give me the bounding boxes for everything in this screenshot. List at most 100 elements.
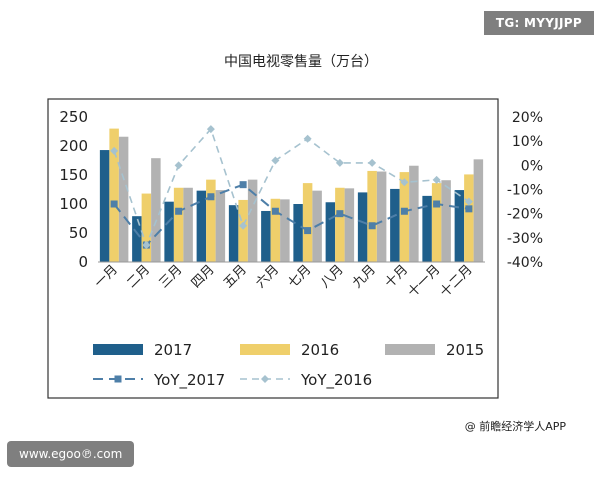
bar-2015-8 — [344, 188, 355, 262]
bar-2016-6 — [270, 198, 281, 262]
watermark-top-badge: TG: MYYJJPP — [483, 11, 594, 35]
legend-label-YoY_2017: YoY_2017 — [153, 371, 225, 390]
point-YoY_2016-6 — [271, 156, 280, 165]
point-YoY_2017-11 — [433, 200, 441, 208]
left-tick-label: 50 — [69, 224, 88, 242]
legend-marker-YoY_2016 — [261, 375, 269, 383]
point-YoY_2017-12 — [465, 205, 473, 213]
x-tick-label: 十二月 — [438, 262, 476, 300]
line-series — [110, 125, 473, 250]
point-YoY_2016-12 — [464, 197, 473, 206]
point-YoY_2017-6 — [271, 207, 279, 215]
bar-2015-5 — [247, 179, 258, 262]
source-credit: @ 前瞻经济学人APP — [464, 420, 566, 433]
point-YoY_2017-4 — [207, 193, 215, 201]
bar-2017-8 — [325, 202, 336, 262]
x-tick-label: 六月 — [253, 262, 282, 291]
bar-2016-5 — [238, 199, 248, 262]
bar-2017-10 — [390, 188, 400, 262]
legend-label-2016: 2016 — [301, 341, 339, 359]
bar-2017-3 — [164, 201, 174, 262]
bar-2016-2 — [141, 193, 152, 262]
x-tick-label: 三月 — [156, 262, 185, 291]
point-YoY_2017-1 — [110, 200, 118, 208]
line-YoY_2017 — [113, 183, 470, 247]
x-tick-label: 十一月 — [405, 262, 443, 300]
legend-swatch-2017 — [93, 344, 143, 355]
legend-marker-YoY_2017 — [114, 375, 122, 383]
point-YoY_2017-8 — [336, 210, 344, 218]
x-tick-label: 四月 — [189, 262, 218, 291]
point-YoY_2016-11 — [432, 175, 441, 184]
point-YoY_2016-3 — [174, 161, 183, 170]
x-tick-label: 九月 — [350, 262, 379, 291]
legend-label-2017: 2017 — [154, 341, 192, 359]
legend-swatch-2015 — [385, 344, 435, 355]
point-YoY_2016-4 — [206, 125, 215, 134]
left-tick-label: 0 — [78, 253, 88, 271]
bar-2017-9 — [357, 192, 368, 262]
bar-2015-1 — [118, 136, 129, 262]
point-YoY_2017-9 — [368, 222, 376, 230]
point-YoY_2017-5 — [239, 181, 247, 189]
watermark-site-badge: www.egoo℗.com — [7, 441, 135, 467]
bar-2017-5 — [228, 205, 239, 262]
bar-2016-11 — [431, 183, 442, 262]
legend-swatch-2016 — [240, 344, 290, 355]
point-YoY_2017-3 — [175, 207, 183, 215]
x-tick-label: 八月 — [318, 262, 347, 291]
bar-2015-6 — [280, 199, 290, 262]
right-axis-ticks: -40% -30% -20% -10% 0% 10% 20% — [507, 110, 543, 271]
bar-2016-10 — [399, 172, 410, 262]
left-tick-label: 200 — [59, 137, 88, 155]
bar-2015-12 — [473, 159, 484, 262]
bar-2015-3 — [183, 187, 193, 262]
point-YoY_2016-5 — [239, 221, 248, 230]
bar-2017-4 — [196, 190, 207, 262]
bar-2016-3 — [173, 187, 184, 262]
bar-2017-7 — [293, 204, 303, 262]
point-YoY_2016-7 — [303, 134, 312, 143]
point-YoY_2017-7 — [304, 227, 312, 235]
legend: 2017 2016 2015 YoY_2017 YoY_2016 — [93, 341, 484, 390]
right-tick-label: -40% — [507, 255, 543, 271]
right-tick-label: 10% — [512, 134, 543, 150]
left-tick-label: 250 — [59, 108, 88, 126]
legend-label-YoY_2016: YoY_2016 — [300, 371, 372, 390]
bar-2015-2 — [151, 158, 161, 262]
right-tick-label: -20% — [507, 207, 543, 223]
bar-2017-1 — [99, 150, 110, 262]
bar-series — [99, 128, 484, 262]
right-tick-label: -10% — [507, 183, 543, 199]
legend-label-2015: 2015 — [446, 341, 484, 359]
bar-2017-12 — [454, 190, 465, 262]
bar-2015-9 — [376, 171, 387, 262]
bar-2016-9 — [367, 170, 377, 262]
bar-2015-4 — [215, 190, 226, 262]
chart-title: 中国电视零售量（万台） — [224, 54, 378, 70]
point-YoY_2016-8 — [335, 158, 344, 167]
x-tick-label: 七月 — [285, 262, 314, 291]
bar-2016-7 — [302, 183, 313, 262]
x-tick-label: 二月 — [124, 262, 153, 291]
point-YoY_2017-10 — [400, 207, 408, 215]
line-YoY_2016 — [113, 127, 470, 248]
point-YoY_2016-1 — [110, 146, 119, 155]
left-axis-ticks: 0 50 100 150 200 250 — [59, 108, 88, 271]
bar-2016-8 — [335, 187, 345, 262]
bar-2017-11 — [422, 195, 432, 262]
right-tick-label: 0% — [521, 158, 543, 174]
x-tick-label: 五月 — [221, 262, 250, 291]
bar-2016-1 — [109, 128, 119, 262]
chart-frame — [47, 98, 499, 399]
left-tick-label: 150 — [59, 166, 88, 184]
left-tick-label: 100 — [59, 195, 88, 213]
point-YoY_2016-9 — [368, 158, 377, 167]
point-YoY_2016-2 — [142, 241, 151, 250]
bar-2016-12 — [464, 174, 474, 262]
bar-2015-10 — [409, 165, 419, 262]
right-tick-label: 20% — [512, 110, 543, 126]
bar-2017-6 — [261, 210, 271, 262]
